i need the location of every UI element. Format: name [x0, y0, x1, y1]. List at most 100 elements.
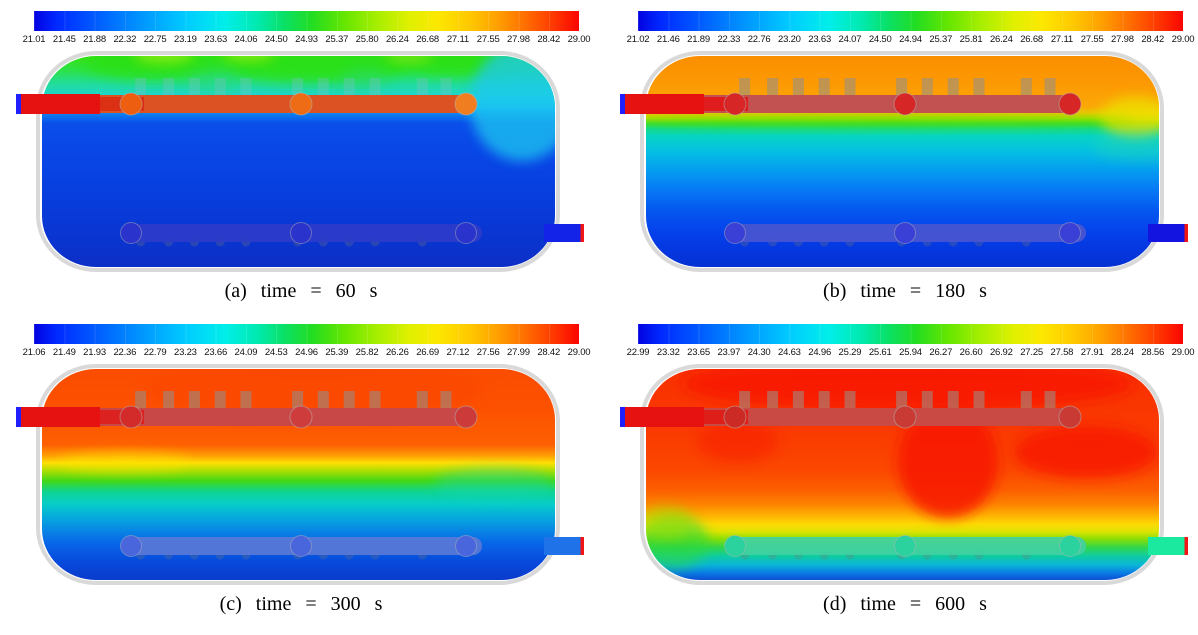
colorbar-tick-label: 23.66	[204, 347, 228, 358]
colorbar-ticks: 22.99 23.32 23.65 23.97 24.30 24.63 24.96 25.29…	[627, 347, 1195, 359]
outlet-stub	[544, 537, 584, 555]
diffuser-nozzle	[440, 78, 452, 96]
inlet-stub	[16, 407, 100, 427]
colorbar-tick-label: 26.26	[385, 347, 409, 358]
panel-b: 21.02 21.46 21.89 22.33 22.76 23.20 23.63 24.07…	[618, 6, 1195, 318]
colorbar-tick-label: 25.81	[959, 34, 983, 45]
colorbar-tick-label: 24.06	[234, 34, 258, 45]
diffuser-nozzle	[343, 391, 355, 409]
colorbar-tick-label: 23.63	[808, 34, 832, 45]
pipe-flange	[894, 535, 916, 557]
panel-a: 21.01 21.45 21.88 22.32 22.75 23.19 23.63 24.06…	[14, 6, 591, 318]
colorbar-tick-label: 23.19	[173, 34, 197, 45]
colorbar-tick-label: 24.93	[295, 34, 318, 45]
inlet-diffuser-pipe	[16, 391, 478, 429]
diffuser-nozzle	[214, 78, 226, 96]
contour-patch	[646, 506, 692, 538]
outlet-stub	[544, 224, 584, 242]
colorbar-tick-label: 27.98	[507, 34, 530, 45]
pipe-flange	[724, 222, 746, 244]
colorbar-tick-label: 28.42	[537, 34, 561, 45]
colorbar-tick-label: 27.91	[1080, 347, 1104, 358]
diffuser-nozzle	[739, 391, 751, 409]
pipe-flange	[894, 222, 916, 244]
colorbar-tick-label: 21.06	[22, 347, 46, 358]
outlet-collector-pipe	[120, 535, 584, 560]
colorbar-tick-label: 26.68	[1020, 34, 1043, 45]
pipe-flange	[119, 405, 143, 429]
inlet-cap	[16, 407, 21, 427]
contour-patch	[1093, 132, 1159, 160]
colorbar-tick-label: 28.56	[1141, 347, 1165, 358]
pipe-flange	[289, 405, 313, 429]
diffuser-nozzle	[214, 391, 226, 409]
panel-caption: (d) time = 600 s	[823, 593, 987, 615]
colorbar-tick-label: 27.11	[446, 34, 469, 45]
colorbar-tick-label: 23.32	[656, 347, 680, 358]
inlet-cap	[620, 407, 625, 427]
inlet-stub	[620, 407, 704, 427]
colorbar-tick-label: 24.63	[777, 347, 801, 358]
outlet-cap	[1184, 537, 1188, 555]
colorbar-tick-label: 27.12	[446, 347, 470, 358]
colorbar-tick-label: 27.11	[1050, 34, 1073, 45]
colorbar-tick-label: 23.23	[173, 347, 197, 358]
panel-caption: (b) time = 180 s	[823, 280, 987, 302]
colorbar-tick-label: 28.24	[1111, 347, 1134, 358]
colorbar-tick-label: 25.39	[325, 347, 349, 358]
colorbar-tick-label: 27.99	[507, 347, 530, 358]
colorbar-tick-label: 22.36	[113, 347, 137, 358]
top-pipe-body	[650, 95, 1080, 113]
inlet-cap	[16, 94, 21, 114]
colorbar-tick-label: 28.42	[1141, 34, 1165, 45]
pipe-flange	[893, 405, 917, 429]
top-pipe-body	[650, 408, 1080, 426]
diffuser-nozzle	[369, 391, 381, 409]
pipe-flange	[455, 535, 477, 557]
contour-patch	[646, 115, 1133, 127]
colorbar-tick-label: 22.32	[113, 34, 137, 45]
colorbar-tick-label: 29.00	[567, 347, 591, 358]
diffuser-nozzle	[317, 391, 329, 409]
top-pipe-body	[46, 95, 476, 113]
diffuser-nozzle	[163, 78, 175, 96]
contour-patch	[1100, 97, 1159, 137]
diffuser-nozzle	[1020, 78, 1032, 96]
outlet-cap	[580, 224, 584, 242]
diffuser-nozzle	[792, 78, 804, 96]
pipe-flange	[455, 222, 477, 244]
pipe-flange	[290, 535, 312, 557]
colorbar-tick-label: 26.92	[989, 347, 1013, 358]
diffuser-nozzle	[739, 78, 751, 96]
colorbar-tick-label: 24.50	[868, 34, 892, 45]
diffuser-nozzle	[1044, 78, 1056, 96]
colorbar-tick-label: 27.25	[1020, 347, 1043, 358]
pipe-flange	[1059, 222, 1081, 244]
panel-c: 21.06 21.49 21.93 22.36 22.79 23.23 23.66 24.09…	[14, 319, 591, 631]
colorbar-tick-label: 29.00	[1171, 34, 1195, 45]
diffuser-nozzle	[163, 391, 175, 409]
pipe-flange	[119, 92, 143, 116]
colorbar-tick-label: 26.27	[929, 347, 953, 358]
diffuser-nozzle	[1020, 391, 1032, 409]
diffuser-nozzle	[973, 78, 985, 96]
diffuser-nozzle	[818, 78, 830, 96]
colorbar-tick-label: 21.89	[687, 34, 710, 45]
contour-patch	[59, 452, 189, 472]
diffuser-nozzle	[317, 78, 329, 96]
colorbar-ticks: 21.06 21.49 21.93 22.36 22.79 23.23 23.66 24.09…	[23, 347, 591, 359]
diffuser-nozzle	[135, 78, 147, 96]
colorbar-tick-label: 21.45	[52, 34, 76, 45]
diffuser-nozzle	[844, 391, 856, 409]
colorbar-tick-label: 24.09	[234, 347, 258, 358]
tank-contour-plot	[620, 364, 1188, 585]
diffuser-nozzle	[369, 78, 381, 96]
diffuser-nozzle	[767, 78, 779, 96]
diffuser-nozzle	[1044, 391, 1056, 409]
contour-patch	[188, 69, 240, 93]
outlet-stub	[1148, 224, 1188, 242]
diffuser-nozzle	[792, 391, 804, 409]
pipe-flange	[454, 405, 478, 429]
outlet-collector-pipe	[724, 222, 1188, 247]
colorbar-tick-label: 25.37	[325, 34, 349, 45]
